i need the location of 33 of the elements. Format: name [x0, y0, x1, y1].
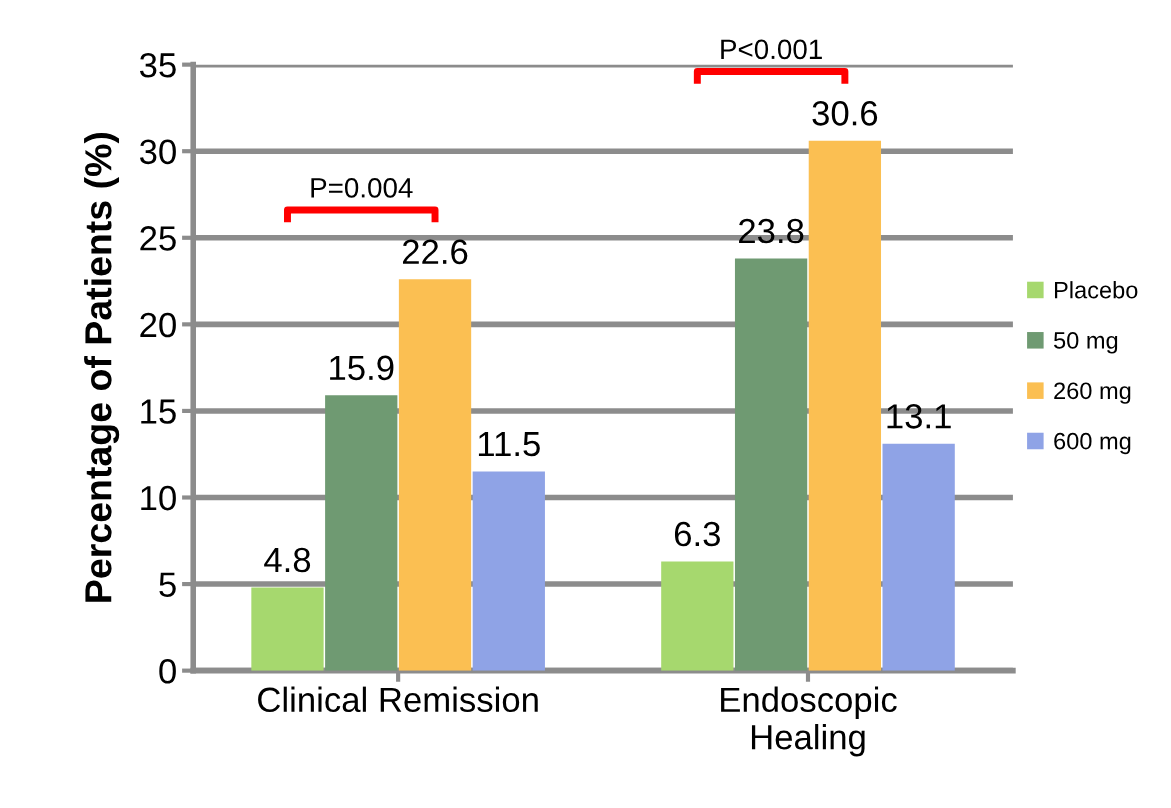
legend-label: Placebo	[1054, 281, 1138, 299]
y-tick-label: 25	[140, 226, 176, 251]
bar	[734, 258, 808, 671]
data-label: 23.8	[739, 218, 804, 244]
annotation: P=0.004	[311, 177, 413, 198]
bar	[472, 471, 545, 671]
y-tick-label: 0	[159, 658, 176, 684]
data-label: 22.6	[402, 239, 468, 265]
y-axis-title: Percentage of Patients (%)	[84, 132, 120, 602]
y-tick-label: 10	[141, 485, 176, 511]
y-tick-label: 30	[139, 139, 176, 165]
bar	[251, 587, 324, 671]
legend-label: 50 mg	[1054, 332, 1118, 354]
legend-label: 260 mg	[1054, 382, 1131, 404]
y-tick-label: 20	[140, 312, 176, 338]
y-tick-label: 15	[141, 399, 176, 424]
bar	[661, 561, 734, 671]
bar	[325, 395, 398, 671]
legend-label: 600 mg	[1054, 432, 1131, 455]
y-tick-label: 5	[159, 572, 176, 597]
data-label: 11.5	[478, 432, 540, 457]
bar	[398, 279, 472, 671]
x-tick-label: Clinical Remission	[258, 686, 538, 713]
data-label: 30.6	[812, 101, 878, 126]
data-label: 13.1	[887, 404, 951, 429]
text: P<0.001	[721, 39, 822, 60]
y-tick-label: 35	[139, 52, 176, 78]
data-label: 4.8	[264, 547, 311, 573]
bar	[808, 140, 882, 671]
data-label: 15.9	[330, 355, 394, 381]
data-label: 6.3	[674, 521, 720, 547]
bar	[882, 443, 955, 671]
x-tick-label: Endoscopic Healing	[721, 686, 897, 757]
